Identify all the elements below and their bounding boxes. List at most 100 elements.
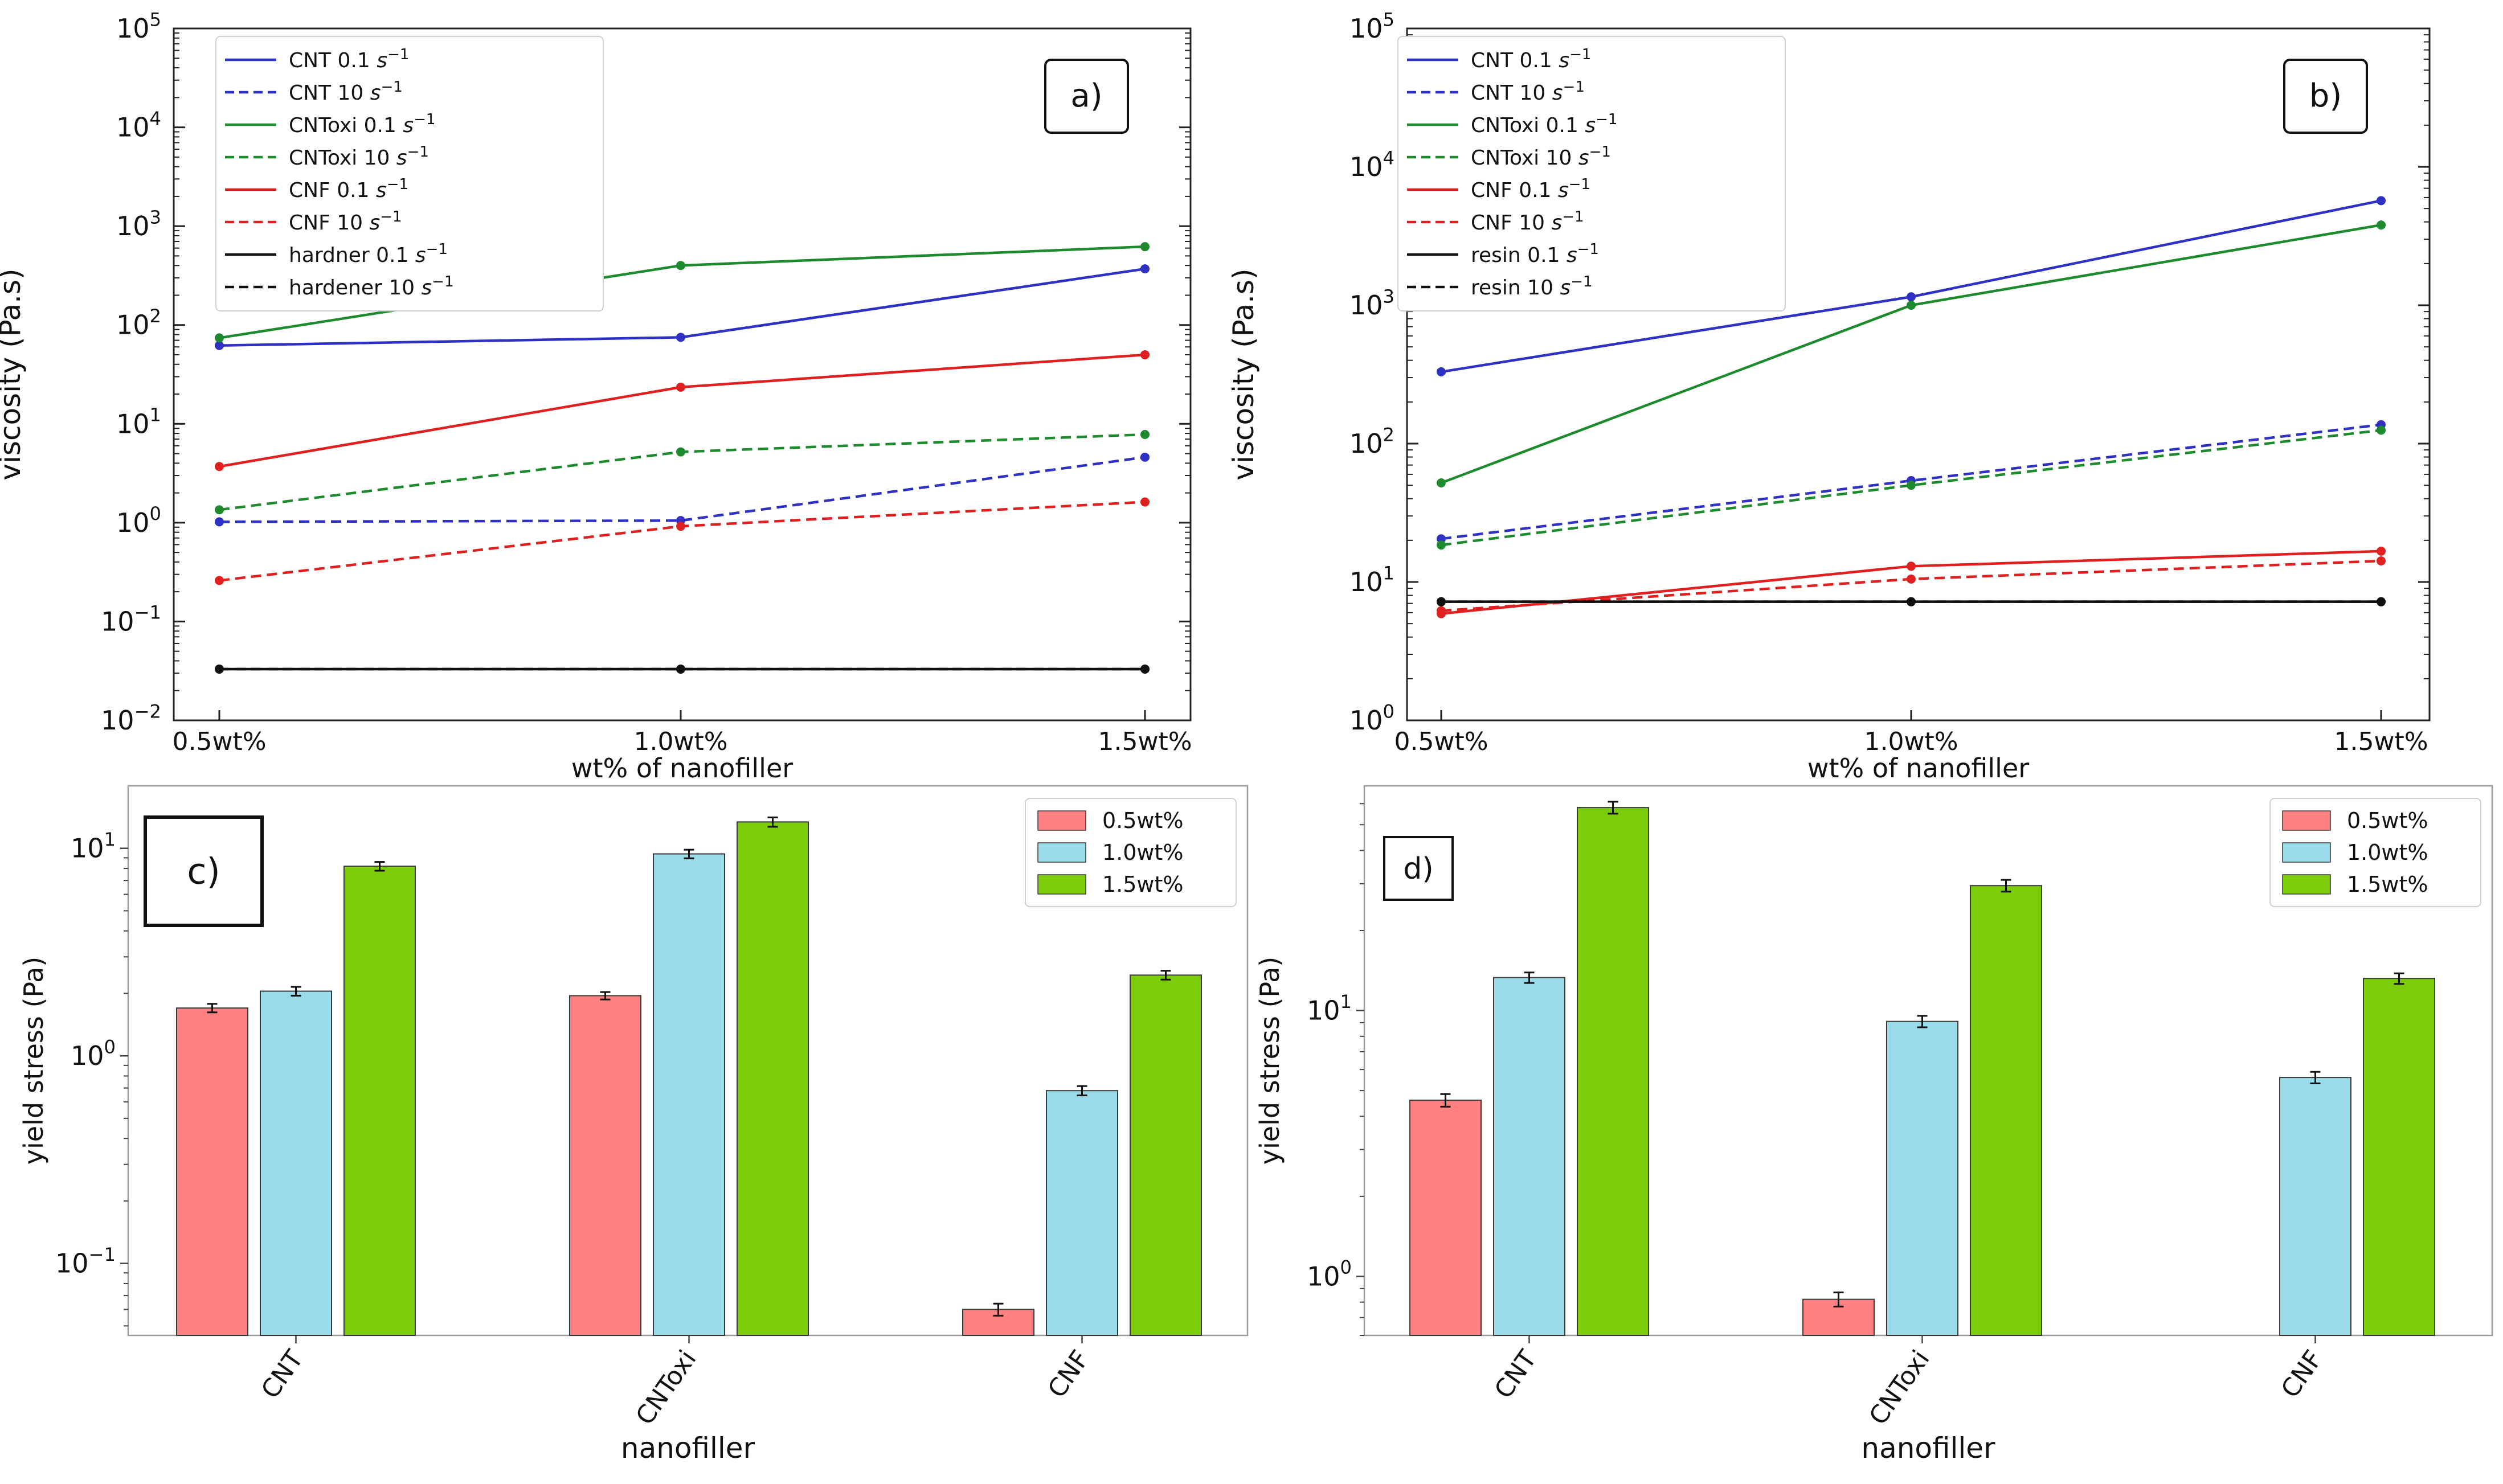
bar bbox=[1409, 1100, 1482, 1337]
y-tick-label: 103 bbox=[116, 206, 161, 241]
legend-label: hardener 10 s−1 bbox=[289, 273, 454, 300]
data-point bbox=[1437, 478, 1446, 488]
x-tick-label: CNToxi bbox=[630, 1345, 702, 1430]
data-point bbox=[1140, 264, 1150, 274]
legend-label: CNToxi 0.1 s−1 bbox=[289, 111, 435, 137]
y-tick-label: 100 bbox=[1307, 1257, 1352, 1292]
bar bbox=[343, 866, 416, 1336]
bar bbox=[2279, 1077, 2351, 1337]
data-point bbox=[215, 505, 224, 515]
data-point bbox=[1907, 481, 1916, 490]
panel-label: a) bbox=[1070, 77, 1102, 114]
x-tick-label: 1.5wt% bbox=[1098, 727, 1192, 756]
bar bbox=[653, 853, 725, 1336]
legend-box bbox=[1397, 36, 1786, 311]
bar-panel-d: 100 101 CNT CNToxi CNF nanofiller yield stress… bbox=[1254, 785, 2493, 1465]
data-point bbox=[676, 665, 685, 674]
plot-frame bbox=[1406, 27, 2431, 721]
panel-label: d) bbox=[1403, 852, 1433, 886]
data-point bbox=[676, 261, 685, 270]
x-tick-label: CNF bbox=[2276, 1345, 2329, 1403]
y-tick-label: 102 bbox=[116, 305, 161, 341]
x-tick-label: 1.0wt% bbox=[633, 727, 727, 756]
data-point bbox=[1437, 367, 1446, 377]
bar-panel-c: 10−1 100 101 CNT CNToxi CNF nanofiller yield st… bbox=[18, 785, 1249, 1465]
data-point bbox=[215, 665, 224, 674]
data-point bbox=[1907, 301, 1916, 310]
bar bbox=[260, 990, 332, 1336]
y-axis-label: viscosity (Pa.s) bbox=[0, 268, 27, 480]
data-point bbox=[2377, 556, 2386, 565]
x-axis-label: nanofiller bbox=[1861, 1432, 1995, 1465]
data-point bbox=[1140, 350, 1150, 359]
legend-label: hardner 0.1 s−1 bbox=[289, 241, 448, 267]
bar bbox=[1886, 1020, 1958, 1336]
legend-box bbox=[215, 36, 604, 311]
data-point bbox=[1907, 574, 1916, 584]
y-axis-label: yield stress (Pa) bbox=[18, 957, 49, 1165]
data-point bbox=[215, 517, 224, 527]
data-point bbox=[1140, 452, 1150, 462]
bar bbox=[2363, 978, 2435, 1336]
x-tick-label: CNT bbox=[1489, 1345, 1543, 1404]
data-point bbox=[2377, 546, 2386, 556]
data-point bbox=[676, 333, 685, 342]
legend-swatch bbox=[1037, 810, 1086, 831]
legend-swatch bbox=[1037, 874, 1086, 895]
line-panel-a: 10−2 10−1 100 101 102 103 104 105 0.5wt% 1.0wt% 1.… bbox=[0, 9, 1192, 784]
panel-label-box bbox=[2283, 59, 2368, 134]
series-line bbox=[219, 433, 1146, 511]
data-point bbox=[2377, 425, 2386, 435]
plot-frame bbox=[173, 27, 1192, 721]
series-line bbox=[1441, 429, 2382, 547]
y-tick-label: 103 bbox=[1349, 285, 1394, 321]
y-tick-label: 101 bbox=[1349, 562, 1394, 597]
legend-label: CNToxi 10 s−1 bbox=[289, 144, 429, 170]
legend-swatch bbox=[2282, 842, 2331, 863]
legend-label: 1.5wt% bbox=[2347, 872, 2428, 897]
panel-label-box bbox=[1044, 59, 1129, 134]
data-point bbox=[2377, 196, 2386, 206]
data-point bbox=[676, 447, 685, 457]
bar bbox=[1046, 1090, 1118, 1336]
legend-swatch bbox=[2282, 874, 2331, 895]
panel-label-box bbox=[1383, 836, 1454, 901]
x-axis-label: wt% of nanofiller bbox=[571, 753, 793, 784]
x-tick-label: CNToxi bbox=[1863, 1345, 1935, 1430]
legend-label: 1.0wt% bbox=[1102, 840, 1184, 865]
legend: 0.5wt% 1.0wt% 1.5wt% bbox=[2269, 798, 2481, 907]
legend-swatch bbox=[2282, 810, 2331, 831]
y-tick-label: 101 bbox=[116, 404, 161, 440]
data-point bbox=[2377, 597, 2386, 606]
legend-label: 1.5wt% bbox=[1102, 872, 1184, 897]
data-point bbox=[1140, 497, 1150, 507]
data-point bbox=[1140, 430, 1150, 440]
y-tick-label: 102 bbox=[1349, 424, 1394, 459]
data-point bbox=[215, 576, 224, 585]
data-point bbox=[1907, 597, 1916, 606]
bar bbox=[569, 995, 641, 1336]
y-tick-label: 101 bbox=[71, 829, 116, 864]
y-axis-label: viscosity (Pa.s) bbox=[1227, 268, 1260, 480]
legend-label: CNT 0.1 s−1 bbox=[1471, 46, 1591, 72]
y-tick-label: 104 bbox=[116, 108, 161, 143]
x-tick-label: 1.5wt% bbox=[2334, 727, 2428, 756]
bar bbox=[176, 1007, 248, 1336]
bar bbox=[1130, 974, 1202, 1336]
panel-label: c) bbox=[187, 851, 220, 892]
data-point bbox=[1140, 665, 1150, 674]
y-tick-label: 101 bbox=[1307, 991, 1352, 1026]
y-tick-label: 100 bbox=[71, 1036, 116, 1071]
bar bbox=[737, 821, 809, 1336]
data-point bbox=[1437, 540, 1446, 550]
x-tick-label: CNF bbox=[1042, 1345, 1095, 1403]
x-tick-label: 0.5wt% bbox=[1394, 727, 1488, 756]
data-point bbox=[1140, 242, 1150, 252]
data-point bbox=[676, 522, 685, 531]
bar bbox=[1577, 807, 1649, 1337]
legend-label: 0.5wt% bbox=[1102, 808, 1184, 833]
panel-label: b) bbox=[2309, 77, 2342, 114]
